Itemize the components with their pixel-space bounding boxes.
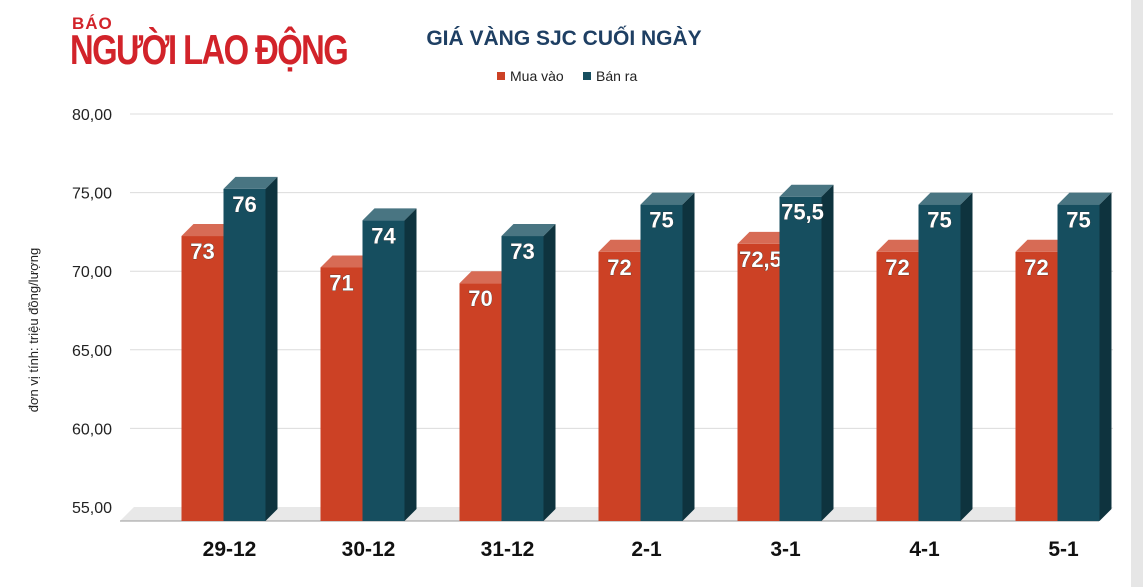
y-tick-label: 55,00 [72,500,112,517]
bar-side [404,208,417,521]
legend-swatch-2 [583,72,591,80]
y-tick-label: 80,00 [72,107,112,124]
bar-ban-ra [640,204,683,521]
bar-side [821,184,834,522]
data-label: 72 [885,255,909,280]
data-label: 72 [1024,255,1048,280]
bar-mua-vao [459,283,502,521]
logo-name-text: NGƯỜI LAO ĐỘNG [70,26,349,73]
chart-title: GIÁ VÀNG SJC CUỐI NGÀY [426,26,701,50]
bar-top [918,192,973,205]
bar-ban-ra [1057,204,1100,521]
bar-mua-vao [320,267,363,521]
bar-mua-vao [181,236,224,522]
bar-top [181,224,236,237]
y-tick-label: 70,00 [72,264,112,281]
data-label: 75 [1066,208,1090,233]
bar-side [960,192,973,521]
bar-ban-ra [501,236,544,522]
data-label: 75 [927,208,951,233]
logo-bao-text: BÁO [72,14,113,33]
bar-top [362,208,417,221]
data-label: 75 [649,208,673,233]
x-tick-label: 29-12 [203,538,257,561]
bar-mua-vao [876,251,919,521]
bar-top [459,271,514,284]
x-tick-label: 5-1 [1048,538,1079,561]
y-tick-label: 75,00 [72,186,112,203]
x-tick-label: 4-1 [909,538,940,561]
x-tick-label: 31-12 [481,538,535,561]
bar-side [1099,192,1112,521]
data-label: 76 [232,192,256,217]
bar-top [598,239,653,252]
right-border [1131,0,1143,587]
bar-ban-ra [918,204,961,521]
bar-mua-vao [598,251,641,521]
bar-side [265,176,278,521]
bar-side [682,192,695,521]
y-tick-label: 60,00 [72,421,112,438]
data-label: 73 [510,239,534,264]
x-tick-label: 2-1 [631,538,662,561]
legend-swatch-1 [497,72,505,80]
data-label: 74 [371,223,396,248]
y-axis-label: đơn vị tính: triệu đồng/lượng [26,248,41,413]
newspaper-logo: BÁO NGƯỜI LAO ĐỘNG [70,14,360,74]
legend-label-1: Mua vào [510,68,564,84]
bar-ban-ra [362,220,405,521]
bar-ban-ra [223,188,266,521]
bar-ban-ra [779,196,822,522]
bar-top [320,255,375,268]
bar-mua-vao [1015,251,1058,521]
bar-top [737,231,792,244]
bar-top [501,224,556,237]
bar-top [640,192,695,205]
data-label: 72,5 [739,247,782,272]
bar-top [1015,239,1070,252]
data-label: 70 [468,286,492,311]
bar-top [876,239,931,252]
y-tick-label: 65,00 [72,343,112,360]
legend-label-2: Bán ra [596,68,637,84]
x-tick-label: 3-1 [770,538,801,561]
bar-mua-vao [737,243,780,521]
data-label: 75,5 [781,200,824,225]
data-label: 71 [329,270,353,295]
x-tick-label: 30-12 [342,538,396,561]
bar-side [543,224,556,522]
bar-top [1057,192,1112,205]
bar-top [779,184,834,197]
data-label: 72 [607,255,631,280]
bar-top [223,176,278,189]
data-label: 73 [190,239,214,264]
